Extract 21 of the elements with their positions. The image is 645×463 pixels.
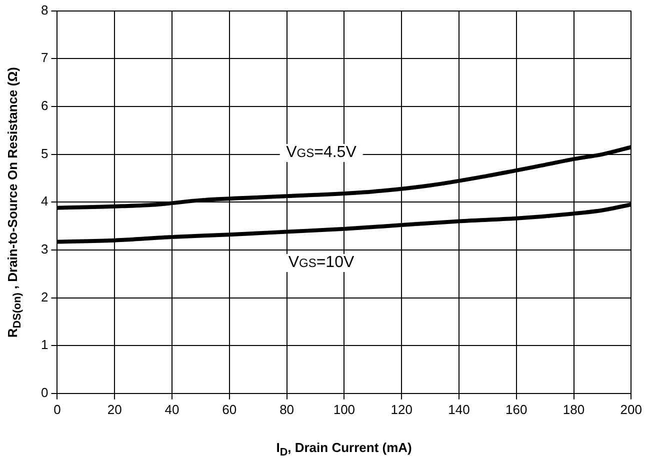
x-tick-label: 180 <box>562 402 585 417</box>
x-tick-label: 40 <box>164 402 180 417</box>
x-axis-title: I$_{D}$, Drain Current (mA) <box>276 440 412 459</box>
x-tick-label: 140 <box>448 402 470 417</box>
y-tick-label: 1 <box>40 337 48 352</box>
y-tick-label: 0 <box>40 384 48 400</box>
x-tick-label: 120 <box>390 402 412 417</box>
x-tick-label: 60 <box>222 402 237 417</box>
y-tick-label: 4 <box>40 194 48 209</box>
x-tick-label: 160 <box>506 402 528 417</box>
x-tick-label: 20 <box>107 402 122 417</box>
y-tick-label: 2 <box>40 289 48 304</box>
x-tick-label: 200 <box>620 402 642 417</box>
x-tick-label: 0 <box>54 402 61 417</box>
y-tick-label: 6 <box>40 98 48 114</box>
x-tick-label: 80 <box>280 402 294 417</box>
y-tick-label: 3 <box>40 242 48 257</box>
y-tick-label: 8 <box>40 2 48 18</box>
x-tick-label: 100 <box>333 402 356 417</box>
y-tick-label: 5 <box>40 146 48 161</box>
y-tick-label: 7 <box>40 50 48 66</box>
